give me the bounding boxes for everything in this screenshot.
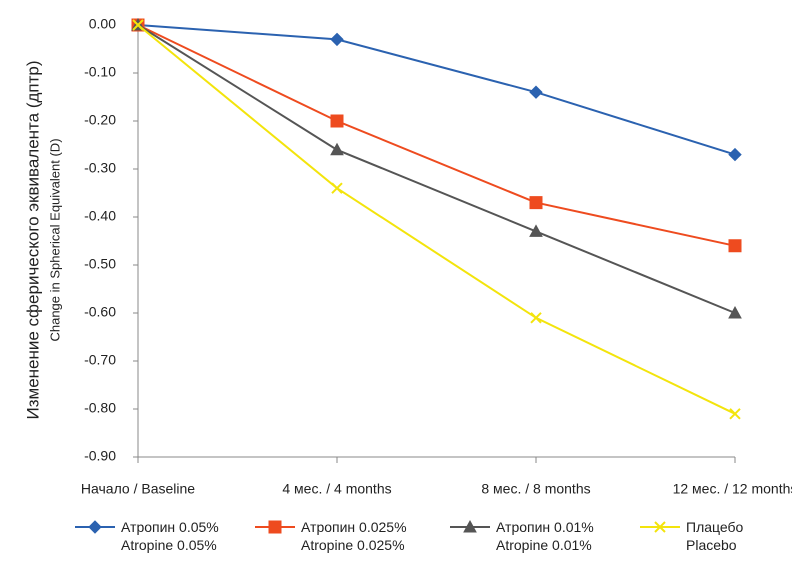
marker <box>728 305 742 319</box>
y-tick-label: -0.20 <box>84 112 116 128</box>
y-tick-label: -0.50 <box>84 256 116 272</box>
series-line <box>137 24 736 314</box>
legend-marker <box>463 519 477 533</box>
series-line <box>137 24 736 247</box>
legend-label: Плацебо Placebo <box>686 519 744 553</box>
y-tick-label: -0.70 <box>84 352 116 368</box>
marker <box>330 32 344 47</box>
legend-label: Атропин 0.025% Atropine 0.025% <box>301 519 407 553</box>
marker <box>728 239 742 253</box>
marker <box>331 182 343 194</box>
marker <box>529 196 543 210</box>
marker <box>330 142 344 156</box>
marker <box>529 85 543 99</box>
marker <box>330 114 344 128</box>
legend-label: Атропин 0.01% Atropine 0.01% <box>496 519 594 553</box>
y-tick-label: -0.10 <box>84 64 116 80</box>
y-tick-label: -0.30 <box>84 160 116 176</box>
legend-marker <box>654 521 666 533</box>
marker <box>728 147 742 162</box>
y-tick-label: -0.60 <box>84 304 116 320</box>
y-tick-label: -0.90 <box>84 448 116 464</box>
x-tick-label: 4 мес. / 4 months <box>282 481 391 497</box>
marker <box>529 224 543 237</box>
marker <box>530 312 542 324</box>
legend-marker <box>268 520 282 534</box>
marker <box>729 408 741 420</box>
x-tick-label: 8 мес. / 8 months <box>481 481 590 497</box>
marker <box>132 19 144 31</box>
x-tick-label: Начало / Baseline <box>81 481 195 497</box>
y-tick-label: -0.40 <box>84 208 116 224</box>
x-tick-label: 12 мес. / 12 months <box>673 481 792 497</box>
legend-marker <box>88 520 102 534</box>
series-line <box>137 24 736 156</box>
y-tick-label: -0.80 <box>84 400 116 416</box>
legend-label: Атропин 0.05% Atropine 0.05% <box>121 519 219 553</box>
y-axis-subtitle: Change in Spherical Equivalent (D) <box>47 138 62 341</box>
y-axis-title: Изменение сферического эквивалента (дптр… <box>23 60 42 419</box>
series-line <box>137 24 736 415</box>
y-tick-label: 0.00 <box>89 16 116 32</box>
